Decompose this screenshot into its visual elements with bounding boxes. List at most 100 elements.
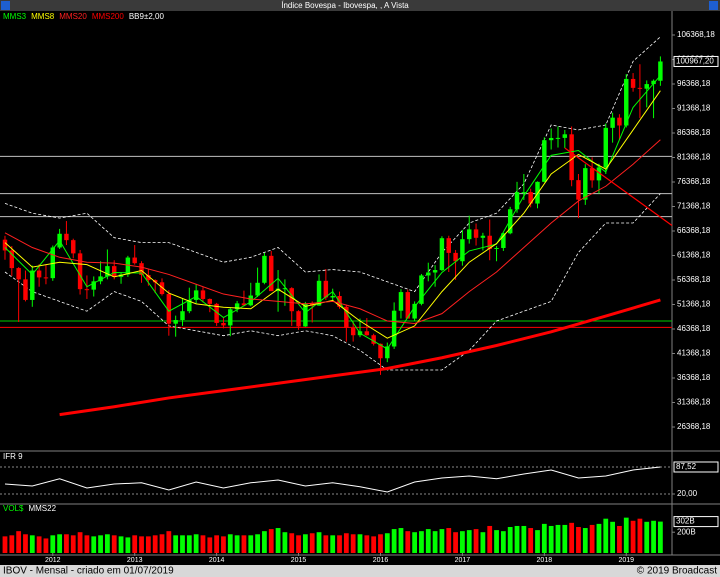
- volume-bar: [371, 536, 377, 553]
- candle-body: [385, 346, 390, 359]
- candle-body: [507, 209, 513, 234]
- candle-body: [460, 239, 465, 262]
- panel-title: IFR 9: [3, 452, 23, 461]
- volume-bar: [84, 535, 90, 553]
- volume-bar: [473, 529, 479, 553]
- candle-body: [473, 229, 479, 238]
- candle-body: [371, 335, 376, 344]
- candle-body: [262, 255, 267, 283]
- candle-body: [77, 253, 83, 290]
- y-tick-label: 66368,18: [677, 226, 711, 235]
- volume-bar: [569, 522, 575, 553]
- candle-body: [364, 331, 370, 336]
- candle-body: [112, 266, 117, 277]
- candle-body: [173, 320, 178, 324]
- volume-bar: [43, 538, 49, 553]
- candle-body: [391, 310, 397, 347]
- candle-body: [405, 292, 411, 319]
- volume-bar: [282, 532, 288, 553]
- candle-body: [439, 238, 445, 271]
- candle-body: [125, 257, 131, 275]
- volume-bar: [91, 536, 97, 553]
- candle-body: [569, 134, 574, 181]
- x-tick-label: 2012: [45, 557, 61, 564]
- title-bar: [0, 0, 720, 11]
- candle-body: [166, 294, 172, 324]
- candle-body: [432, 270, 438, 273]
- candle-body: [146, 274, 151, 281]
- panel-subtitle: MMS22: [28, 504, 56, 513]
- candle-body: [330, 296, 335, 298]
- volume-bar: [412, 532, 418, 553]
- x-tick-label: 2014: [209, 557, 225, 564]
- panel-title: VOL$: [3, 504, 24, 513]
- volume-bar: [432, 531, 438, 553]
- candle-body: [248, 295, 253, 306]
- volume-bar: [582, 528, 588, 553]
- candle-body: [624, 78, 629, 126]
- volume-bar: [630, 520, 636, 553]
- candle-body: [43, 277, 49, 279]
- volume-bar: [166, 531, 172, 553]
- volume-bar: [480, 532, 486, 553]
- x-tick-label: 2016: [373, 557, 389, 564]
- menu-icon[interactable]: [1, 1, 10, 10]
- candle-body: [419, 275, 424, 304]
- candle-body: [446, 238, 451, 253]
- volume-bar: [439, 529, 445, 553]
- candle-body: [228, 309, 233, 326]
- last-value-label: 302B: [676, 517, 695, 526]
- candle-body: [617, 117, 622, 126]
- y-tick-label: 41368,18: [677, 349, 711, 358]
- volume-bar: [658, 521, 663, 553]
- volume-bar: [275, 528, 281, 553]
- y-tick-label: 31368,18: [677, 398, 711, 407]
- candle-body: [214, 303, 219, 323]
- y-tick-label: 20,00: [677, 489, 698, 498]
- volume-bar: [343, 533, 349, 553]
- window-icon[interactable]: [709, 1, 718, 10]
- candle-body: [255, 282, 260, 296]
- volume-bar: [453, 532, 458, 553]
- y-tick-label: 51368,18: [677, 300, 711, 309]
- volume-bar: [541, 523, 547, 553]
- candle-body: [467, 229, 472, 240]
- candle-body: [378, 343, 383, 359]
- candle-body: [576, 180, 581, 200]
- candle-body: [501, 233, 506, 248]
- volume-bar: [309, 533, 315, 553]
- volume-bar: [330, 535, 336, 553]
- y-tick-label: 81368,18: [677, 153, 711, 162]
- y-tick-label: 200B: [677, 527, 696, 536]
- candle-body: [132, 257, 137, 264]
- volume-bar: [350, 534, 356, 553]
- candle-body: [651, 80, 656, 85]
- volume-bar: [596, 523, 602, 553]
- x-tick-label: 2019: [618, 557, 634, 564]
- volume-bar: [487, 525, 493, 553]
- candle-body: [398, 292, 404, 311]
- bollinger-band: [4, 193, 661, 371]
- volume-bar: [651, 520, 656, 553]
- candle-body: [36, 270, 42, 278]
- volume-bar: [132, 535, 138, 553]
- volume-bar: [548, 525, 554, 553]
- candle-body: [91, 281, 96, 290]
- volume-bar: [57, 534, 62, 553]
- volume-bar: [268, 529, 274, 553]
- volume-bar: [391, 529, 397, 553]
- volume-bar: [302, 534, 308, 553]
- x-tick-label: 2013: [127, 557, 143, 564]
- volume-bar: [248, 535, 254, 553]
- volume-bar: [2, 536, 8, 553]
- candle-body: [412, 303, 417, 319]
- volume-bar: [98, 535, 103, 553]
- volume-bar: [576, 527, 581, 553]
- candle-body: [644, 84, 649, 89]
- candle-body: [542, 140, 547, 182]
- volume-bar: [296, 535, 301, 553]
- volume-bar: [405, 531, 411, 553]
- volume-bar: [446, 528, 452, 553]
